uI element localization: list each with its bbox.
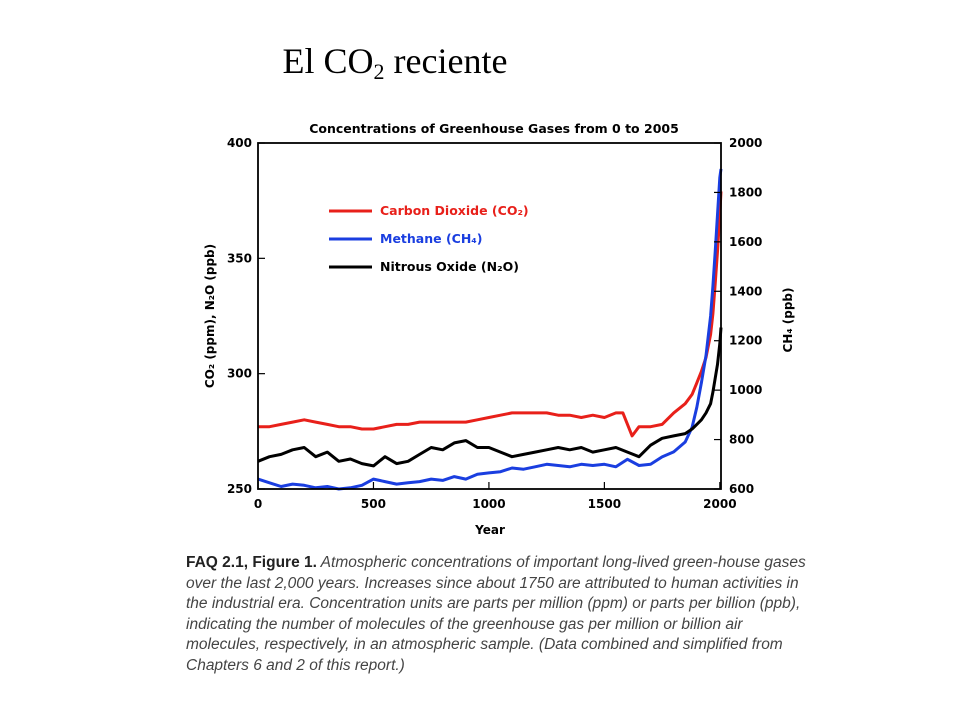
y-right-tick-label: 1200 xyxy=(729,334,762,348)
series-line-1 xyxy=(257,168,723,491)
y-right-tick-label: 600 xyxy=(729,482,754,496)
y-left-tick-label: 350 xyxy=(227,251,252,265)
ticks-layer: 0 500 1000 1500 2000 250 300 350 400 600 800 1000 12… xyxy=(227,136,762,511)
slide-title-prefix: El CO xyxy=(282,41,374,81)
legend-label-2: Nitrous Oxide (N₂O) xyxy=(380,259,519,274)
series-line-2 xyxy=(257,327,723,468)
x-axis-label: Year xyxy=(474,523,505,537)
caption-text: Atmospheric concentrations of important … xyxy=(186,554,806,674)
y-right-tick-label: 1400 xyxy=(729,284,762,298)
x-tick-label: 1500 xyxy=(588,497,621,511)
x-tick-label: 500 xyxy=(361,497,386,511)
plot-frame xyxy=(257,142,722,490)
y-right-tick-label: 1000 xyxy=(729,383,762,397)
legend-label-1: Methane (CH₄) xyxy=(380,231,483,246)
legend-label-0: Carbon Dioxide (CO₂) xyxy=(380,203,529,218)
y-left-tick-label: 300 xyxy=(227,367,252,381)
slide-title-suffix: reciente xyxy=(384,41,508,81)
y-right-tick-label: 2000 xyxy=(729,136,762,150)
slide-title: El CO2 reciente xyxy=(0,40,790,85)
y-right-tick-label: 800 xyxy=(729,433,754,447)
x-tick-label: 0 xyxy=(254,497,262,511)
series-layer xyxy=(257,168,723,491)
caption-lead: FAQ 2.1, Figure 1. xyxy=(186,554,317,571)
y-axis-right-label: CH₄ (ppb) xyxy=(781,287,795,352)
y-left-tick-label: 250 xyxy=(227,482,252,496)
slide-title-subscript: 2 xyxy=(373,59,385,84)
chart-title: Concentrations of Greenhouse Gases from … xyxy=(309,121,679,136)
legend: Carbon Dioxide (CO₂) Methane (CH₄) Nitrous… xyxy=(329,203,529,274)
series-line-0 xyxy=(258,191,723,438)
y-right-tick-label: 1600 xyxy=(729,235,762,249)
figure-caption: FAQ 2.1, Figure 1. Atmospheric concentra… xyxy=(186,553,816,676)
x-tick-label: 2000 xyxy=(703,497,736,511)
x-tick-label: 1000 xyxy=(472,497,505,511)
y-left-tick-label: 400 xyxy=(227,136,252,150)
y-right-tick-label: 1800 xyxy=(729,185,762,199)
y-axis-left-label: CO₂ (ppm), N₂O (ppb) xyxy=(203,244,217,388)
